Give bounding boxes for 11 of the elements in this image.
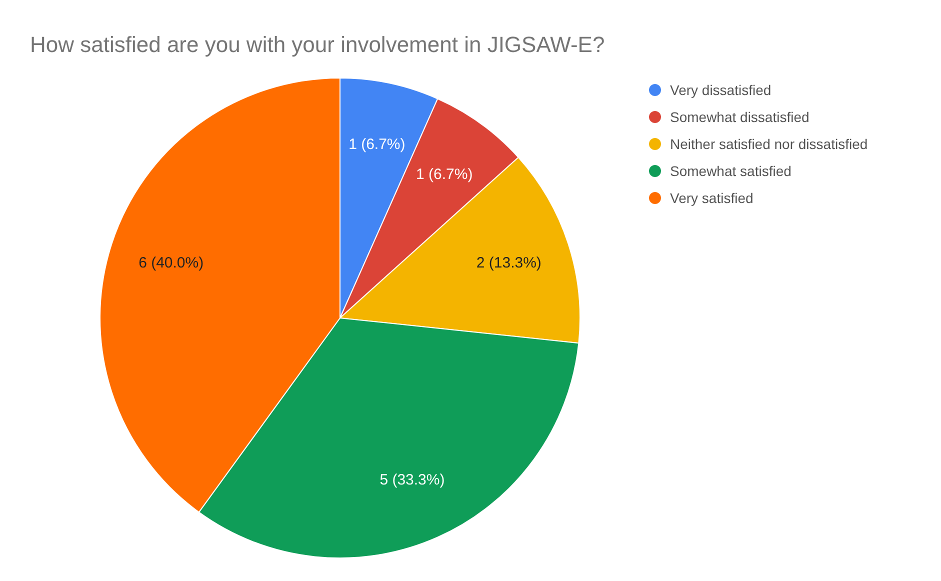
legend-label: Very dissatisfied — [670, 82, 772, 98]
data-label: 1 (6.7%) — [416, 166, 473, 183]
data-label: 2 (13.3%) — [476, 254, 542, 272]
legend-label: Somewhat dissatisfied — [670, 108, 810, 124]
legend-label: Very satisfied — [670, 190, 754, 206]
legend-label: Neither satisfied nor dissatisfied — [670, 136, 868, 152]
data-label: 5 (33.3%) — [380, 472, 445, 489]
chart-title: How satisfied are you with your involvement in JIGSAW-E? — [30, 32, 605, 58]
data-label: 6 (40.0%) — [138, 254, 204, 272]
data-label: 1 (6.7%) — [348, 136, 406, 153]
legend-label: Somewhat satisfied — [670, 162, 792, 178]
